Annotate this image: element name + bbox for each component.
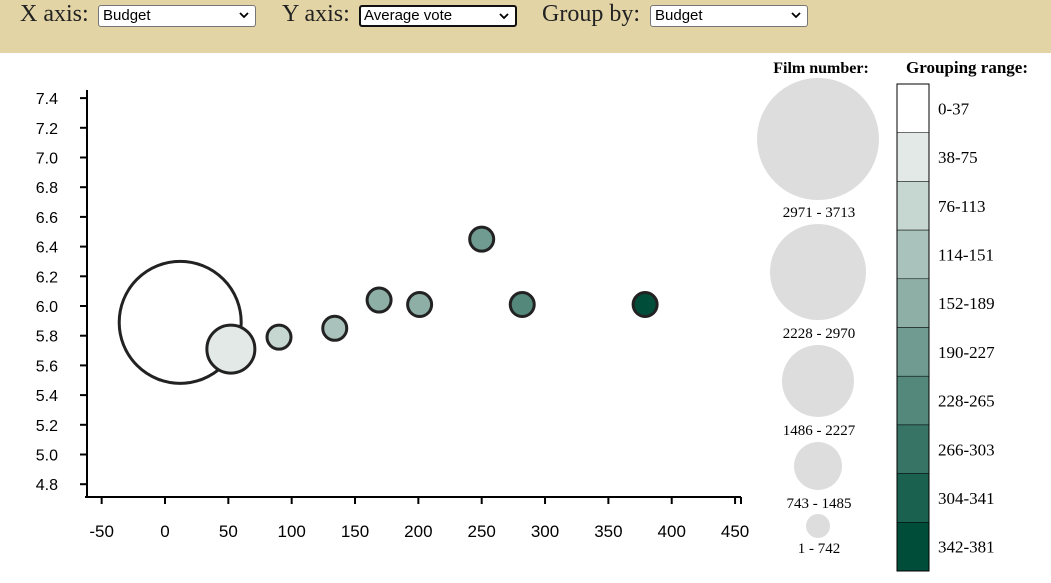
x-tick-label: 400	[658, 522, 686, 541]
color-legend-label: 76-113	[938, 197, 986, 216]
size-legend-circle	[757, 78, 879, 200]
size-legend-circle	[806, 514, 830, 538]
color-legend-swatch	[896, 132, 930, 182]
color-legend-swatch	[896, 375, 930, 426]
size-legend-label: 2228 - 2970	[783, 326, 856, 342]
data-point	[508, 291, 536, 319]
size-legend-label: 743 - 1485	[787, 496, 852, 512]
y-tick-label: 6.4	[36, 240, 58, 257]
y-tick-label: 7.4	[36, 91, 58, 108]
y-axis-select[interactable]: Average vote	[359, 5, 517, 27]
data-point	[468, 225, 496, 253]
y-tick-label: 4.8	[36, 477, 58, 494]
size-legend-label: 2971 - 3713	[783, 205, 856, 221]
y-tick-label: 5.6	[36, 358, 58, 375]
group-by-label: Group by:	[542, 1, 640, 27]
data-point	[631, 291, 659, 319]
x-tick-label: 100	[277, 522, 305, 541]
y-tick-label: 5.4	[36, 388, 58, 405]
data-point	[265, 323, 293, 351]
x-tick-label: 300	[531, 522, 559, 541]
group-by-select[interactable]: Budget	[650, 5, 808, 27]
chevron-down-icon	[791, 12, 801, 19]
color-legend-label: 0-37	[938, 99, 970, 118]
size-legend-title: Film number:	[773, 60, 869, 77]
x-tick-label: -50	[89, 522, 114, 541]
data-point	[406, 291, 434, 319]
x-tick-label: 200	[404, 522, 432, 541]
color-legend-swatch	[896, 229, 930, 280]
y-tick-label: 7.0	[36, 151, 58, 168]
size-legend-label: 1 - 742	[798, 541, 841, 557]
x-axis-label: X axis:	[20, 1, 89, 27]
color-legend-swatch	[896, 278, 930, 328]
y-tick-label: 6.2	[36, 269, 58, 286]
color-legend-label: 38-75	[938, 148, 978, 167]
data-point	[321, 314, 349, 342]
x-axis-select[interactable]: Budget	[98, 5, 256, 27]
color-legend-swatch	[896, 522, 930, 572]
bubble-chart: -50 0 50 100 150 200 250 300 350 400 450 4.8 5.0 5.2 5…	[36, 58, 1028, 572]
size-legend-circle	[770, 224, 866, 320]
group-by-select-value: Budget	[655, 7, 703, 24]
x-tick-label: 450	[721, 522, 749, 541]
color-legend-swatch	[896, 327, 930, 377]
color-legend-frame	[896, 83, 930, 572]
color-legend-swatch	[896, 424, 930, 474]
y-tick-label: 5.2	[36, 418, 58, 435]
y-tick-label: 7.2	[36, 121, 58, 138]
color-legend-swatch	[896, 181, 930, 231]
data-point	[365, 286, 393, 314]
data-point	[205, 323, 257, 375]
color-legend-label: 266-303	[938, 440, 995, 459]
size-legend-circle	[794, 442, 842, 490]
color-legend-label: 304-341	[938, 489, 995, 508]
color-legend-label: 114-151	[938, 245, 994, 264]
y-tick-label: 6.0	[36, 299, 58, 316]
x-axis-select-value: Budget	[103, 7, 151, 24]
x-tick-label: 350	[594, 522, 622, 541]
color-legend-swatch	[896, 83, 930, 133]
color-legend-label: 190-227	[938, 343, 995, 362]
y-tick-label: 6.6	[36, 210, 58, 227]
color-legend-label: 228-265	[938, 392, 995, 411]
color-legend-label: 342-381	[938, 538, 995, 557]
y-axis-label: Y axis:	[282, 1, 350, 27]
y-axis-select-value: Average vote	[364, 7, 453, 24]
size-legend-circle	[782, 345, 854, 417]
color-legend-label: 152-189	[938, 294, 995, 313]
color-legend-swatch	[896, 473, 930, 523]
size-legend-label: 1486 - 2227	[783, 423, 856, 439]
x-tick-label: 50	[219, 522, 238, 541]
y-tick-label: 5.8	[36, 329, 58, 346]
y-tick-label: 5.0	[36, 448, 58, 465]
color-legend-title: Grouping range:	[906, 58, 1028, 77]
chevron-down-icon	[239, 12, 249, 19]
y-tick-label: 6.8	[36, 180, 58, 197]
controls-bar: X axis: Budget Y axis: Average vote Grou…	[0, 0, 1051, 53]
x-tick-label: 250	[468, 522, 496, 541]
chevron-down-icon	[499, 13, 509, 20]
x-tick-label: 0	[160, 522, 169, 541]
x-tick-label: 150	[341, 522, 369, 541]
